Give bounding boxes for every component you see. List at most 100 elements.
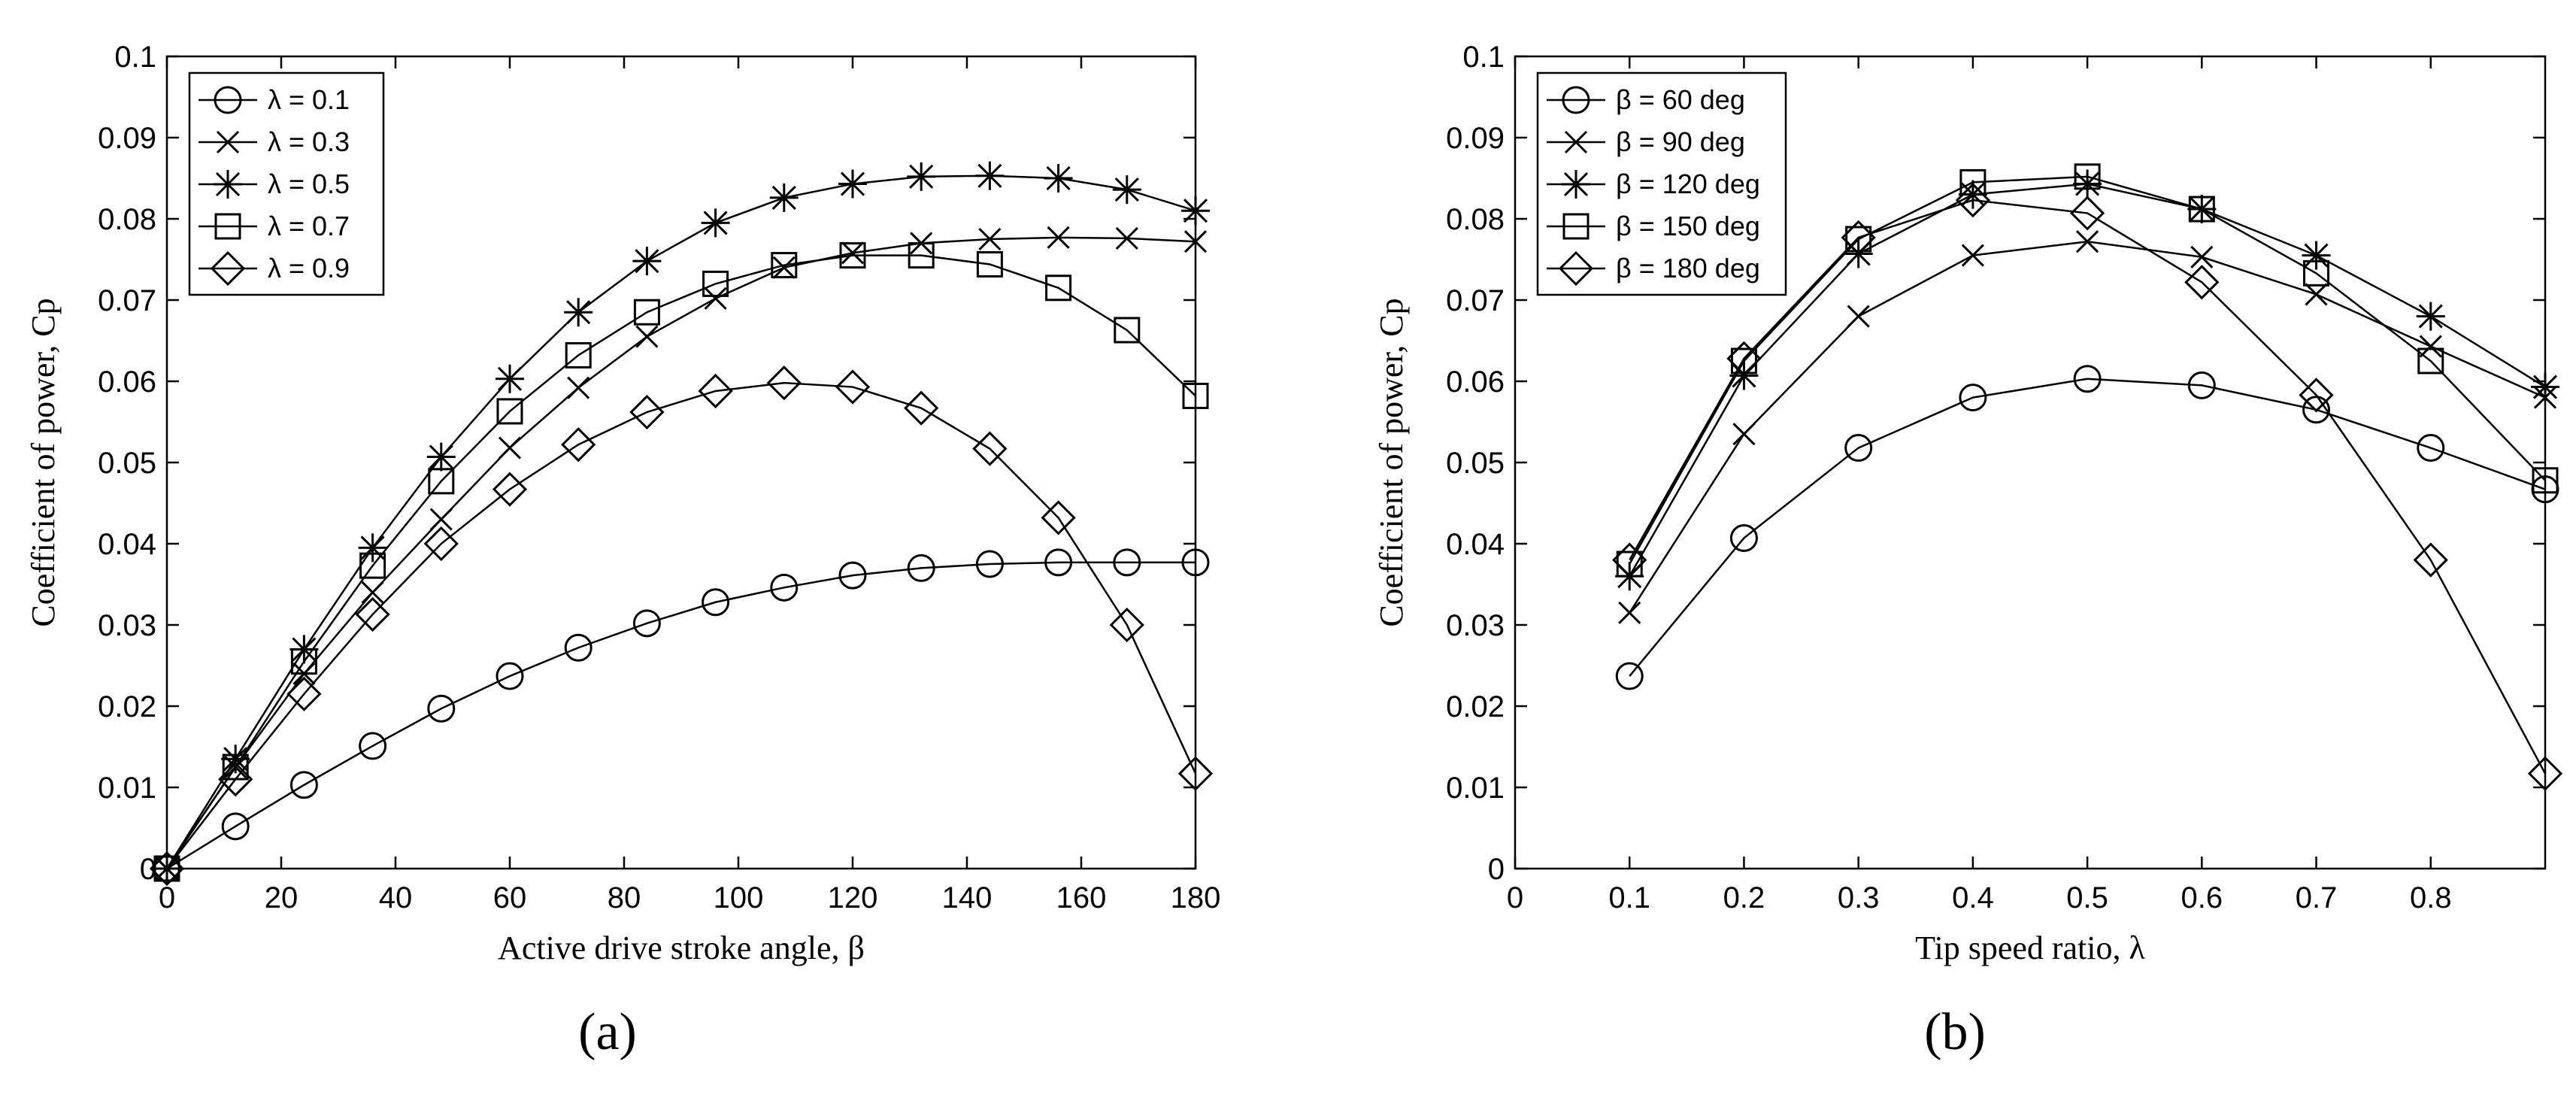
- x-tick-label: 0: [1507, 881, 1523, 914]
- y-tick-label: 0: [1488, 853, 1505, 886]
- series-line: [165, 236, 1196, 869]
- data-point-diamond: [286, 676, 322, 711]
- y-axis-label: Coefficient of power, Cp: [25, 298, 62, 626]
- data-point-diamond: [972, 431, 1008, 466]
- data-point-circle: [564, 633, 592, 662]
- series-square: [1616, 163, 2559, 578]
- data-point-circle: [427, 694, 456, 723]
- x-tick-label: 160: [1056, 881, 1107, 914]
- legend-marker-square: [1562, 213, 1590, 240]
- data-point-diamond: [492, 472, 528, 507]
- data-point-x: [361, 581, 384, 604]
- data-point-star: [1181, 196, 1210, 226]
- data-point-circle: [1959, 384, 1987, 412]
- legend-marker-star: [214, 170, 242, 199]
- data-point-square: [976, 250, 1003, 278]
- y-tick-label: 0.09: [98, 122, 156, 155]
- data-point-circle: [2073, 365, 2102, 393]
- y-axis-label: Coefficient of power, Cp: [1373, 298, 1410, 626]
- data-point-diamond: [218, 762, 253, 797]
- data-point-square: [496, 398, 523, 425]
- data-point-circle: [907, 553, 935, 582]
- series-diamond: [1612, 183, 2563, 791]
- legend-marker-star: [1562, 170, 1590, 199]
- y-tick-label: 0.01: [98, 772, 156, 805]
- data-point-x: [2076, 230, 2099, 253]
- x-tick-label: 60: [493, 881, 527, 914]
- data-point-star: [838, 169, 867, 199]
- data-point-circle: [702, 588, 730, 617]
- data-point-circle: [1844, 434, 1873, 462]
- series-line: [1629, 199, 2547, 775]
- x-tick-label: 0.7: [2296, 881, 2338, 914]
- y-tick-label: 0: [140, 853, 156, 886]
- legend-label: λ = 0.9: [268, 253, 350, 284]
- legend-label: β = 180 deg: [1616, 253, 1760, 284]
- legend-b: β = 60 deg β = 90 deg β = 120 deg β = 150 d…: [1536, 71, 1787, 296]
- legend-marker-diamond: [210, 250, 246, 287]
- data-point-square: [1182, 382, 1209, 409]
- legend-label: λ = 0.3: [268, 126, 350, 157]
- data-point-diamond: [2527, 756, 2563, 791]
- y-tick-label: 0.07: [98, 284, 156, 317]
- data-point-x: [978, 227, 1002, 251]
- y-tick-label: 0.1: [1462, 41, 1505, 74]
- data-point-circle: [975, 550, 1004, 578]
- data-point-star: [221, 745, 250, 774]
- y-tick-label: 0.02: [98, 690, 156, 723]
- data-point-diamond: [1955, 183, 1991, 218]
- chart-a: 0 20 40 60 80 100 120 140 160 180 0 0.01 0.02 0.03 0.0…: [25, 41, 1220, 966]
- data-point-square: [2417, 347, 2444, 375]
- y-tick-label: 0.02: [1446, 690, 1505, 723]
- series-circle: [153, 548, 1210, 883]
- y-tick-label: 0.03: [98, 609, 156, 642]
- data-point-star: [975, 161, 1005, 190]
- data-point-x: [1847, 305, 1870, 328]
- data-point-circle: [359, 732, 387, 760]
- series-line: [166, 561, 1196, 870]
- data-point-diamond: [629, 394, 665, 430]
- data-point-x: [841, 241, 865, 265]
- x-tick-label: 0: [159, 881, 175, 914]
- data-point-circle: [1044, 548, 1073, 577]
- x-tick-label: 0.5: [2066, 881, 2108, 914]
- y-tick-label: 0.04: [98, 528, 156, 561]
- data-point-circle: [770, 573, 799, 602]
- data-point-x: [1961, 244, 1984, 267]
- series-line: [166, 381, 1197, 869]
- y-tick-label: 0.09: [1446, 122, 1505, 155]
- data-point-diamond: [2184, 265, 2220, 300]
- data-point-circle: [1729, 523, 1758, 552]
- data-point-x: [1047, 226, 1070, 249]
- data-point-diamond: [1841, 220, 1876, 255]
- legend-marker-square: [214, 213, 241, 240]
- y-tick-label: 0.08: [98, 203, 156, 236]
- data-point-square: [702, 270, 729, 297]
- x-tick-label: 0.8: [2410, 881, 2452, 914]
- data-point-diamond: [149, 851, 185, 887]
- legend-label: β = 150 deg: [1616, 211, 1760, 241]
- y-tick-label: 0.08: [1446, 203, 1505, 236]
- x-tick-label: 40: [379, 881, 413, 914]
- x-axis-label: Active drive stroke angle, β: [498, 930, 865, 966]
- y-tick-label: 0.1: [114, 41, 156, 74]
- series-x: [155, 226, 1208, 881]
- data-point-star: [1112, 175, 1141, 205]
- panel-label-b: (b): [1924, 1003, 1986, 1061]
- y-tick-label: 0.03: [1446, 609, 1505, 642]
- y-tick-label: 0.06: [98, 365, 156, 399]
- data-point-star: [358, 533, 387, 563]
- data-point-x: [429, 508, 453, 531]
- series-line: [1629, 378, 2546, 677]
- data-point-circle: [2417, 434, 2445, 462]
- data-point-diamond: [766, 365, 802, 401]
- legend-marker-circle: [1562, 86, 1590, 114]
- series-line: [165, 254, 1196, 869]
- data-point-star: [2531, 372, 2559, 402]
- x-tick-label: 0.1: [1608, 881, 1650, 914]
- data-point-diamond: [2299, 378, 2334, 413]
- data-point-star: [496, 364, 524, 393]
- data-point-diamond: [423, 526, 459, 562]
- legend-marker-x: [1564, 130, 1588, 154]
- series-line: [1629, 175, 2546, 565]
